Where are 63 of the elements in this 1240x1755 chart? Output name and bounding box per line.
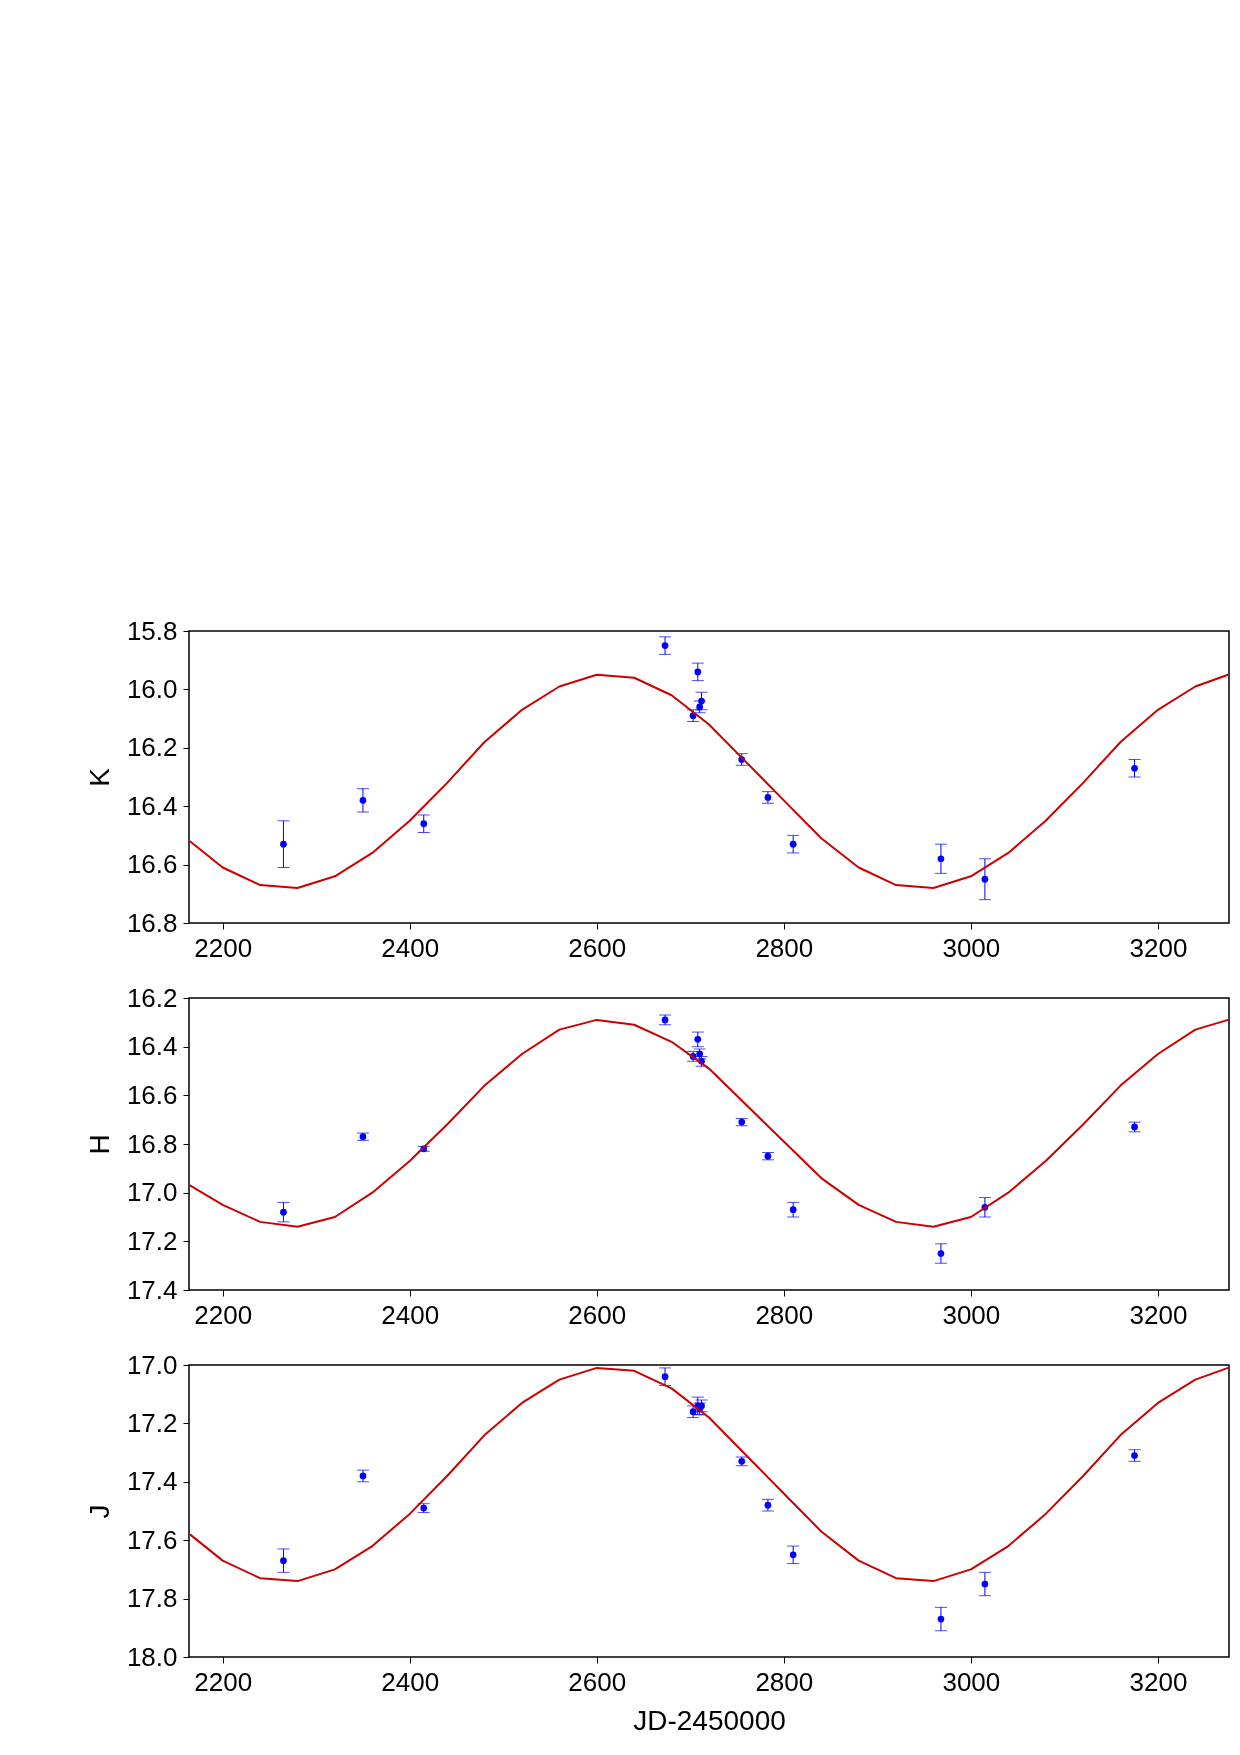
point [937, 1615, 945, 1623]
point [280, 1208, 287, 1216]
point [661, 642, 669, 649]
y-tick-label: 16.6 [126, 849, 178, 880]
y-tick-label: 16.8 [126, 1128, 178, 1159]
y-tick-label: 17.4 [126, 1466, 178, 1497]
point [937, 855, 945, 863]
point [420, 820, 428, 828]
x-tick-label: 3000 [942, 932, 1001, 963]
y-tick-label: 17.8 [126, 1583, 178, 1614]
point [1131, 764, 1138, 772]
point [694, 668, 702, 676]
point [789, 1206, 797, 1214]
x-tick-label: 3200 [1129, 932, 1188, 963]
x-tick-label: 2800 [755, 1299, 814, 1330]
y-tick-label: 17.6 [126, 1524, 178, 1555]
x-tick-label: 3000 [942, 1666, 1001, 1697]
x-tick-label: 2200 [194, 932, 253, 963]
point [789, 1551, 797, 1559]
y-tick-label: 16.6 [126, 1079, 178, 1110]
x-tick-label: 2600 [568, 1299, 627, 1330]
x-tick-label: 2400 [381, 1666, 440, 1697]
x-tick-label: 2600 [568, 932, 627, 963]
y-tick-label: 17.0 [126, 1177, 178, 1208]
point [280, 1557, 287, 1564]
x-tick-label: 3200 [1129, 1666, 1188, 1697]
x-tick-label: 3200 [1129, 1299, 1188, 1330]
point [937, 1250, 945, 1257]
y-tick-label: 16.4 [126, 1031, 178, 1062]
point [981, 875, 989, 883]
point [280, 840, 287, 848]
y-axis-title: H [83, 1134, 115, 1155]
y-tick-label: 16.2 [126, 982, 178, 1013]
y-tick-label: 17.2 [126, 1407, 178, 1438]
y-tick-label: 15.8 [126, 615, 178, 646]
y-tick-label: 17.2 [126, 1225, 178, 1256]
x-tick-label: 2800 [755, 1666, 814, 1697]
x-tick-label: 2400 [381, 932, 440, 963]
point [789, 840, 797, 848]
x-tick-label: 2200 [194, 1666, 253, 1697]
x-tick-label: 2200 [194, 1299, 253, 1330]
point [981, 1580, 989, 1588]
point [698, 697, 705, 705]
line-series [189, 1018, 1229, 1228]
y-tick-label: 18.0 [126, 1641, 178, 1672]
line-series [189, 1366, 1229, 1583]
y-tick-label: 16.8 [126, 907, 178, 938]
x-tick-label: 2800 [755, 932, 814, 963]
y-axis-title: J [83, 1504, 115, 1519]
x-tick-label: 2400 [381, 1299, 440, 1330]
y-tick-label: 16.0 [126, 673, 178, 704]
point [359, 797, 367, 804]
x-tick-label: 3000 [942, 1299, 1001, 1330]
line-series [189, 673, 1229, 889]
point [661, 1373, 669, 1381]
point [694, 1036, 702, 1043]
y-tick-label: 17.0 [126, 1349, 178, 1380]
y-axis-title: K [83, 767, 115, 787]
x-tick-label: 2600 [568, 1666, 627, 1697]
y-tick-label: 16.4 [126, 790, 178, 821]
x-axis-title: JD-2450000 [633, 1704, 786, 1736]
y-tick-label: 16.2 [126, 732, 178, 763]
y-tick-label: 17.4 [126, 1274, 178, 1305]
